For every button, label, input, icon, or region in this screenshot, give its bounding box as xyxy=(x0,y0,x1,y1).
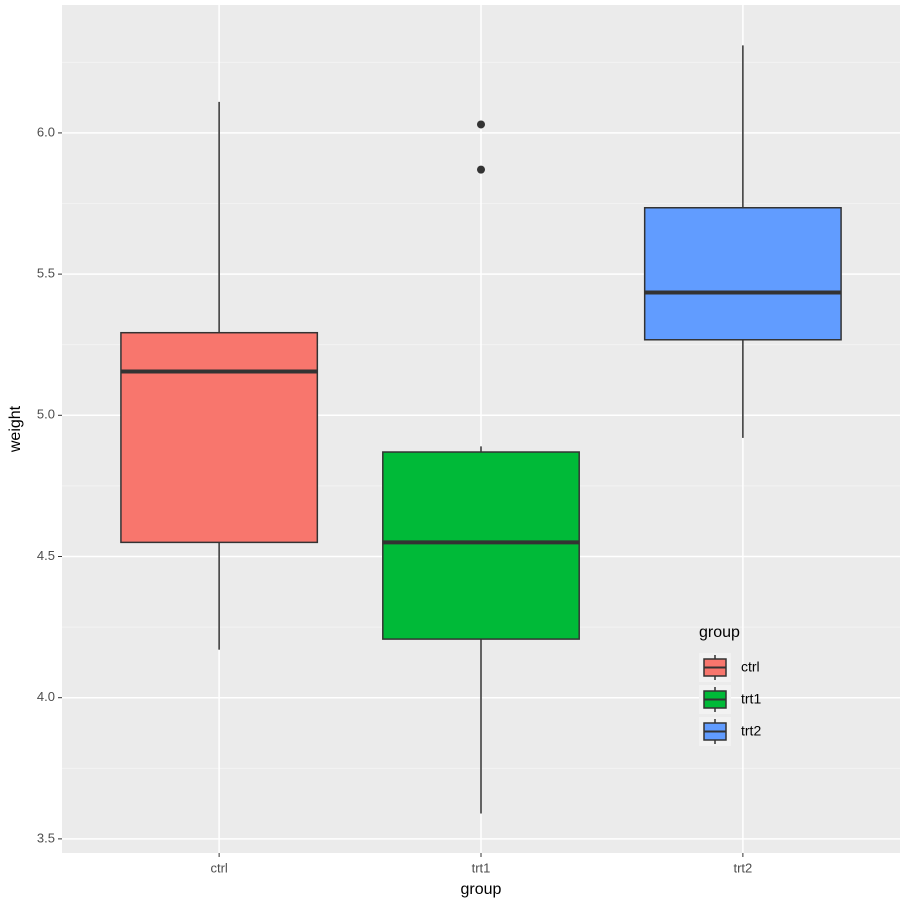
x-axis-title: group xyxy=(461,881,502,898)
x-tick-label: ctrl xyxy=(210,860,227,875)
legend-title: group xyxy=(699,624,740,641)
x-tick-label: trt2 xyxy=(733,860,752,875)
box xyxy=(643,207,842,341)
outlier xyxy=(477,165,485,174)
y-axis-title: weight xyxy=(7,405,24,453)
y-tick-label: 6.0 xyxy=(37,124,55,139)
box xyxy=(382,451,580,640)
y-tick-label: 4.5 xyxy=(37,548,55,563)
y-tick-label: 3.5 xyxy=(37,830,55,845)
y-tick-label: 5.5 xyxy=(37,266,55,281)
outlier xyxy=(477,120,485,129)
box xyxy=(120,331,319,544)
y-tick-label: 4.0 xyxy=(37,689,55,704)
legend-label: trt2 xyxy=(741,723,761,739)
legend-label: trt1 xyxy=(741,691,761,707)
legend-label: ctrl xyxy=(741,659,760,675)
y-tick-label: 5.0 xyxy=(37,407,55,422)
x-tick-label: trt1 xyxy=(472,860,491,875)
